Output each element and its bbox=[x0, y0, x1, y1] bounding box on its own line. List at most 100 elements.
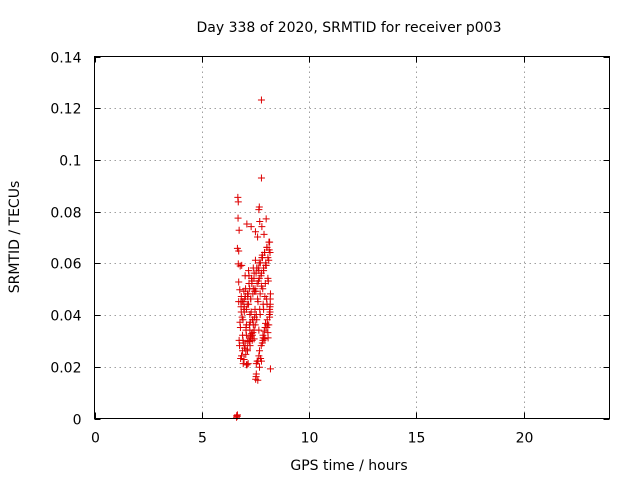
data-point bbox=[247, 223, 255, 231]
data-point bbox=[243, 361, 251, 369]
data-point bbox=[235, 247, 243, 255]
data-point bbox=[265, 246, 273, 254]
data-point bbox=[251, 313, 259, 321]
grid-lines bbox=[94, 56, 610, 419]
y-axis-label: SRMTID / TECUs bbox=[7, 181, 23, 294]
data-point bbox=[235, 298, 243, 306]
data-point bbox=[254, 376, 262, 384]
data-point bbox=[242, 350, 250, 358]
data-point bbox=[261, 335, 269, 343]
data-point bbox=[239, 336, 247, 344]
data-point bbox=[262, 215, 270, 223]
axis-ticks bbox=[94, 56, 610, 420]
data-point bbox=[256, 290, 264, 298]
data-point bbox=[248, 277, 256, 285]
y-tick-label: 0.02 bbox=[50, 361, 81, 377]
data-point bbox=[257, 174, 265, 182]
data-point bbox=[260, 305, 268, 313]
data-point bbox=[264, 277, 272, 285]
y-axis-tick-labels: 0 0.02 0.04 0.06 0.08 0.1 0.12 0.14 bbox=[50, 51, 81, 429]
data-point bbox=[236, 342, 244, 350]
y-tick-label: 0.1 bbox=[59, 154, 81, 170]
data-point bbox=[258, 339, 266, 347]
data-point bbox=[244, 292, 252, 300]
data-point bbox=[259, 334, 267, 342]
data-point bbox=[237, 355, 245, 363]
chart-title: Day 338 of 2020, SRMTID for receiver p00… bbox=[196, 20, 501, 36]
data-point bbox=[234, 214, 242, 222]
data-point bbox=[256, 363, 264, 371]
data-point bbox=[243, 347, 251, 355]
data-point bbox=[245, 272, 253, 280]
data-point bbox=[235, 278, 243, 286]
data-point bbox=[240, 303, 248, 311]
y-tick-label: 0.14 bbox=[50, 51, 81, 67]
x-tick-label: 5 bbox=[198, 431, 207, 447]
data-point bbox=[263, 321, 271, 329]
data-point bbox=[260, 327, 268, 335]
data-point bbox=[236, 318, 244, 326]
data-point bbox=[247, 330, 255, 338]
data-point bbox=[235, 226, 243, 234]
data-point bbox=[253, 280, 261, 288]
y-tick-label: 0.04 bbox=[50, 309, 81, 325]
data-point bbox=[248, 331, 256, 339]
data-point bbox=[260, 230, 268, 238]
data-point bbox=[266, 308, 274, 316]
data-point bbox=[255, 206, 263, 214]
data-point bbox=[256, 217, 264, 225]
data-point bbox=[262, 261, 270, 269]
data-point bbox=[261, 292, 269, 300]
data-point bbox=[245, 300, 253, 308]
data-point bbox=[254, 233, 262, 241]
data-point bbox=[257, 282, 265, 290]
data-point bbox=[246, 326, 254, 334]
x-tick-label: 20 bbox=[516, 431, 534, 447]
data-point bbox=[258, 251, 266, 259]
data-point bbox=[266, 365, 274, 373]
data-point bbox=[258, 223, 266, 231]
data-point bbox=[265, 238, 273, 246]
x-axis-tick-labels: 0 5 10 15 20 bbox=[91, 431, 533, 447]
data-point bbox=[251, 287, 259, 295]
data-point bbox=[266, 290, 274, 298]
x-axis-label: GPS time / hours bbox=[290, 458, 407, 474]
y-tick-label: 0.06 bbox=[50, 257, 81, 273]
data-point bbox=[252, 370, 260, 378]
x-tick-label: 0 bbox=[91, 431, 100, 447]
data-point bbox=[257, 96, 265, 104]
data-point bbox=[236, 286, 244, 294]
plot-frame bbox=[94, 56, 610, 419]
data-point bbox=[240, 287, 248, 295]
data-point bbox=[247, 308, 255, 316]
y-tick-label: 0.08 bbox=[50, 206, 81, 222]
data-point bbox=[255, 326, 263, 334]
data-point bbox=[254, 298, 262, 306]
data-point bbox=[244, 360, 252, 368]
data-point bbox=[257, 357, 265, 365]
data-point bbox=[262, 319, 270, 327]
data-point bbox=[256, 311, 264, 319]
data-point bbox=[238, 261, 246, 269]
data-points bbox=[233, 96, 274, 421]
x-tick-label: 15 bbox=[408, 431, 426, 447]
data-point bbox=[243, 220, 251, 228]
data-point bbox=[242, 323, 250, 331]
data-point bbox=[233, 412, 241, 420]
data-point bbox=[236, 262, 244, 270]
data-point bbox=[234, 198, 242, 206]
data-point bbox=[237, 292, 245, 300]
data-point bbox=[240, 356, 248, 364]
data-point bbox=[242, 331, 250, 339]
data-point bbox=[264, 254, 272, 262]
data-point bbox=[255, 274, 263, 282]
data-point bbox=[233, 411, 241, 419]
data-point bbox=[249, 264, 257, 272]
data-point bbox=[251, 228, 259, 236]
x-tick-label: 10 bbox=[301, 431, 319, 447]
data-point bbox=[256, 347, 264, 355]
data-point bbox=[238, 313, 246, 321]
y-tick-label: 0.12 bbox=[50, 102, 81, 118]
data-point bbox=[250, 335, 258, 343]
